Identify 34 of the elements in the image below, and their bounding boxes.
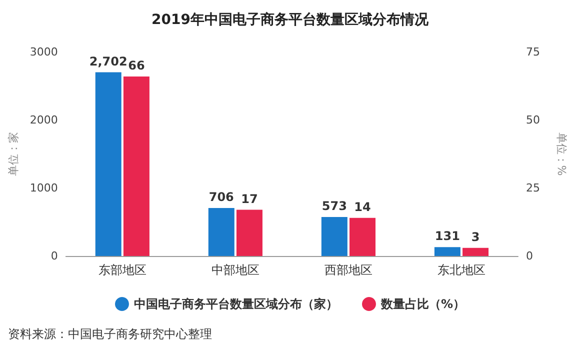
data-label: 573 (322, 199, 347, 214)
y2-tick-label: 75 (526, 46, 540, 58)
legend-label: 数量占比（%） (380, 297, 466, 311)
y-tick-label: 2000 (30, 114, 58, 126)
y2-tick-label: 50 (526, 114, 540, 126)
x-tick-label: 中部地区 (211, 263, 260, 277)
data-label: 14 (354, 200, 371, 214)
legend-label: 中国电子商务平台数量区域分布（家） (134, 297, 338, 311)
x-tick-label: 西部地区 (324, 263, 372, 277)
bar (123, 76, 150, 256)
bar (462, 248, 489, 256)
data-label: 706 (208, 190, 234, 204)
chart-title: 2019年中国电子商务平台数量区域分布情况 (152, 11, 430, 28)
bar (434, 247, 460, 256)
data-label: 3 (471, 230, 480, 244)
data-label: 66 (128, 58, 145, 72)
y2-axis-title: 单位：% (555, 132, 568, 176)
text: 资料来源：中国电子商务研究中心整理 (8, 327, 212, 341)
bar (350, 218, 376, 256)
y-axis-title: 单位：家 (7, 132, 20, 176)
data-label: 131 (434, 229, 460, 244)
data-label: 17 (241, 192, 258, 206)
data-label: 2,702 (89, 54, 128, 68)
y-tick-label: 0 (50, 250, 58, 262)
bar (208, 208, 234, 256)
y-tick-label: 1000 (30, 182, 58, 194)
x-tick-label: 东北地区 (437, 263, 486, 277)
y-tick-label: 3000 (30, 46, 58, 58)
bar (236, 210, 262, 256)
x-tick-label: 东部地区 (98, 263, 146, 277)
bar (321, 217, 348, 256)
y2-tick-label: 25 (526, 182, 540, 194)
y2-tick-label: 0 (526, 250, 533, 262)
bar (95, 72, 122, 256)
